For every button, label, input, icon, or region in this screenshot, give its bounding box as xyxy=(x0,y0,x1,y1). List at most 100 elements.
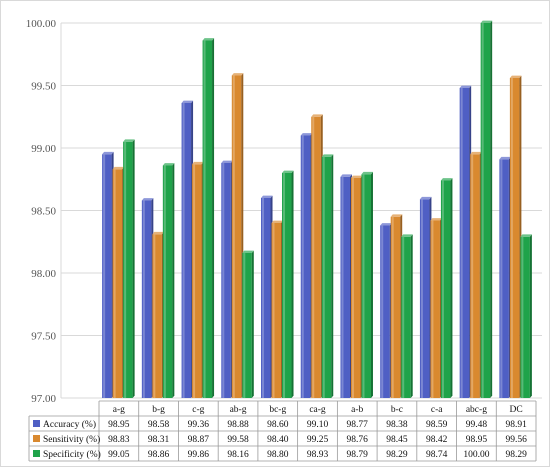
data-label: 98.42 xyxy=(426,435,448,445)
bar-top xyxy=(361,171,373,175)
y-axis: 97.00 97.50 98.00 98.50 99.00 99.50 100.00 xyxy=(26,18,62,405)
bar-highlight xyxy=(351,178,354,398)
x-tick-label: b-c xyxy=(391,405,403,415)
bar-top xyxy=(480,20,493,23)
bar-highlight xyxy=(312,116,315,398)
bar-side xyxy=(450,178,453,398)
bar-highlight xyxy=(113,169,116,398)
bar xyxy=(419,196,432,398)
bar-top xyxy=(242,250,254,253)
bar-highlight xyxy=(471,154,474,398)
data-label: 98.40 xyxy=(267,435,289,445)
bar xyxy=(282,170,294,398)
bar-top xyxy=(123,139,135,142)
bar-top xyxy=(202,38,215,41)
bar-highlight xyxy=(381,225,384,398)
bars xyxy=(102,20,532,398)
bar-top xyxy=(401,234,413,237)
bar-highlight xyxy=(441,180,444,398)
bar xyxy=(340,174,352,398)
data-label: 98.38 xyxy=(386,420,408,430)
bar-top xyxy=(380,223,392,226)
bar-front xyxy=(221,163,231,398)
x-tick-label: b-g xyxy=(152,405,165,415)
bar xyxy=(181,100,194,398)
bar-highlight xyxy=(362,174,365,398)
data-label: 100.00 xyxy=(463,450,489,460)
bar-front xyxy=(361,174,371,398)
data-label: 99.48 xyxy=(466,420,488,430)
bar xyxy=(480,20,493,398)
x-tick-label: ab-g xyxy=(230,405,247,415)
bar-highlight xyxy=(510,78,513,398)
bar-front xyxy=(520,236,530,398)
x-tick-label: ca-g xyxy=(309,405,326,415)
data-label: 99.10 xyxy=(307,420,329,430)
bar-front xyxy=(162,165,173,398)
bar xyxy=(112,166,125,398)
bar-highlight xyxy=(193,164,196,398)
bar-front xyxy=(459,88,470,398)
y-tick-label: 98.50 xyxy=(31,206,56,218)
bar-highlight xyxy=(301,135,304,398)
bar xyxy=(192,161,204,398)
x-tick-label: c-a xyxy=(431,405,443,415)
x-tick-label: a-b xyxy=(351,405,363,415)
bar-top xyxy=(520,234,532,237)
data-label: 99.05 xyxy=(108,450,130,460)
data-label: 99.56 xyxy=(505,435,527,445)
bar-front xyxy=(300,135,311,398)
bar xyxy=(321,154,334,398)
bar-front xyxy=(202,40,213,398)
bar-front xyxy=(192,164,202,398)
legend-label: Sensitivity (%) xyxy=(43,434,100,445)
bar xyxy=(300,133,313,398)
bar-top xyxy=(192,161,204,165)
bar-top xyxy=(419,196,432,200)
data-label: 99.36 xyxy=(188,420,210,430)
bar-front xyxy=(340,176,350,398)
legend-label: Accuracy (%) xyxy=(43,419,96,430)
bar-highlight xyxy=(283,173,286,398)
bar xyxy=(152,231,164,398)
bar-top xyxy=(311,114,323,117)
bar-front xyxy=(440,180,451,398)
legend-swatch xyxy=(33,420,40,427)
x-tick-label: c-g xyxy=(192,405,204,415)
bar-front xyxy=(480,23,491,398)
bar-highlight xyxy=(391,216,394,398)
bar-highlight xyxy=(142,200,145,398)
bar-highlight xyxy=(163,165,166,398)
x-tick-label: bc-g xyxy=(269,405,286,415)
bar-front xyxy=(181,103,192,398)
bar-top xyxy=(102,151,114,155)
bar-highlight xyxy=(460,88,463,398)
bar-side xyxy=(370,171,373,398)
data-label: 98.29 xyxy=(386,450,408,460)
bar-front xyxy=(271,223,282,398)
bar-top xyxy=(181,100,194,103)
data-label: 98.91 xyxy=(505,420,527,430)
data-label: 98.87 xyxy=(188,435,210,445)
bar xyxy=(470,151,482,398)
bar-top xyxy=(231,73,244,76)
bar-front xyxy=(242,253,252,398)
bar-front xyxy=(321,156,332,398)
bar-highlight xyxy=(481,23,484,398)
bar-front xyxy=(499,159,509,398)
bar-highlight xyxy=(272,223,275,398)
bar xyxy=(271,220,284,398)
bar-highlight xyxy=(420,199,423,398)
bar-front xyxy=(282,173,292,398)
bar-highlight xyxy=(431,220,434,398)
bar-side xyxy=(172,163,175,398)
bar-highlight xyxy=(322,156,325,398)
bar-highlight xyxy=(262,198,265,398)
bar-side xyxy=(291,170,294,398)
bar-side xyxy=(529,234,532,398)
data-label: 98.83 xyxy=(108,435,130,445)
data-label: 98.76 xyxy=(347,435,369,445)
bar xyxy=(141,198,154,398)
bar-front xyxy=(380,225,390,398)
